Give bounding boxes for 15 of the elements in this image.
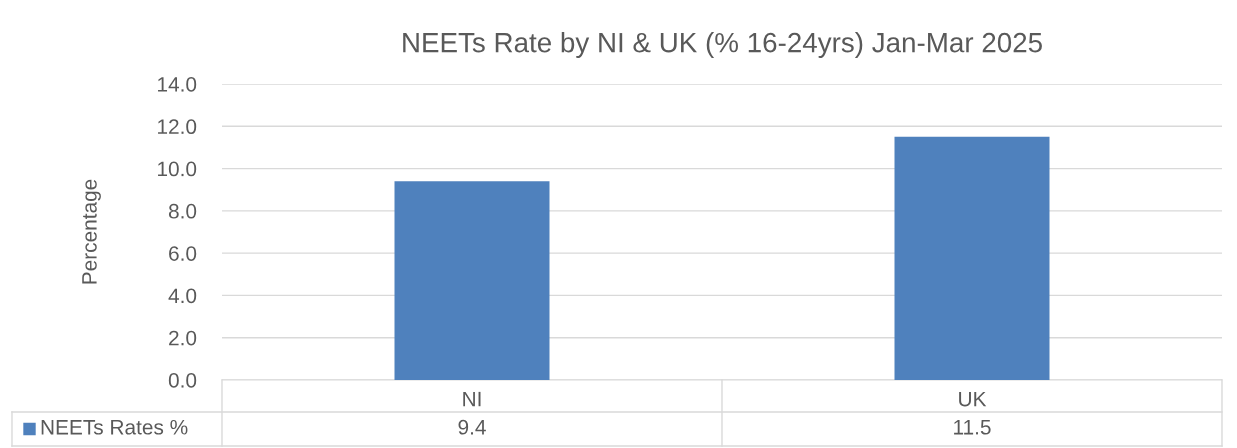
legend-label: NEETs Rates % (41, 419, 188, 435)
y-tick-label: 6.0 (169, 246, 197, 261)
data-label: 9.4 (458, 419, 486, 435)
data-label: 11.5 (954, 420, 991, 435)
y-tick-label: 0.0 (168, 373, 197, 388)
y-tick-label: 4.0 (168, 288, 197, 304)
y-axis-title: Percentage (82, 179, 101, 284)
y-tick-label: 10.0 (158, 161, 197, 177)
y-tick-label: 12.0 (158, 119, 197, 135)
x-tick-label: UK (959, 391, 987, 407)
x-tick-label: NI (463, 391, 481, 407)
y-tick-label: 2.0 (169, 330, 197, 346)
y-tick-label: 8.0 (168, 203, 197, 219)
chart-title: NEETs Rate by NI & UK (% 16-24yrs) Jan-Mar 2025 (403, 32, 1042, 58)
y-tick-label: 14.0 (158, 77, 197, 92)
